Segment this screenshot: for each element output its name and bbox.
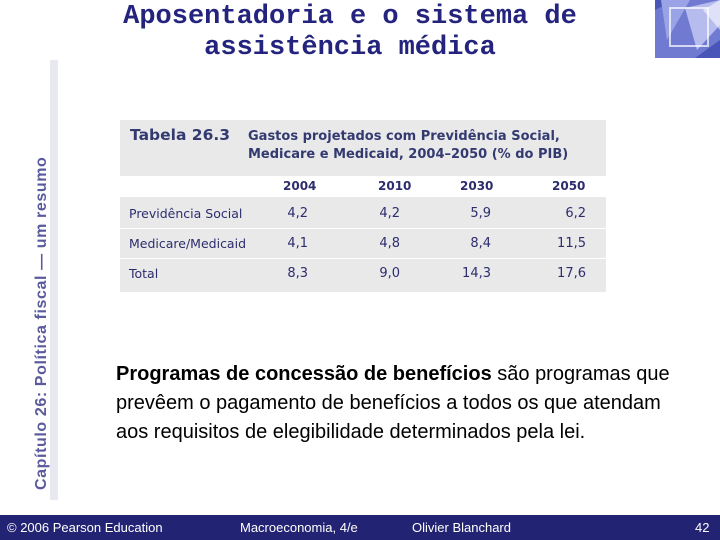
- table-cell: 11,5: [557, 236, 586, 251]
- table-caption: Gastos projetados com Previdência Social…: [248, 128, 588, 164]
- table-cell: 5,9: [470, 206, 491, 221]
- table-cell: 4,1: [287, 236, 308, 251]
- row-label: Previdência Social: [129, 206, 243, 221]
- column-header: 2030: [460, 179, 494, 193]
- data-table: Tabela 26.3 Gastos projetados com Previd…: [120, 120, 606, 292]
- table-cell: 4,8: [379, 236, 400, 251]
- column-header: 2050: [552, 179, 586, 193]
- footer-page-number: 42: [695, 520, 710, 535]
- row-divider: [120, 228, 606, 229]
- table-row: Total 8,3 9,0 14,3 17,6: [120, 259, 606, 289]
- slide-title-line-1: Aposentadoria e o sistema de: [123, 2, 577, 32]
- table-cell: 4,2: [379, 206, 400, 221]
- footer-author: Olivier Blanchard: [412, 520, 511, 535]
- table-cell: 4,2: [287, 206, 308, 221]
- table-cell: 14,3: [462, 266, 491, 281]
- table-label: Tabela 26.3: [130, 126, 231, 144]
- table-caption-line-1: Gastos projetados com Previdência Social…: [248, 129, 560, 144]
- decorative-logo-icon: [655, 0, 720, 58]
- column-header: 2010: [378, 179, 412, 193]
- table-cell: 8,3: [287, 266, 308, 281]
- table-caption-line-2: Medicare e Medicaid, 2004–2050 (% do PIB…: [248, 147, 569, 162]
- definition-body: são programas que prevêem o pagamento de…: [116, 363, 670, 443]
- chapter-side-title-text: Capítulo 26: Política fiscal — um resumo: [33, 156, 50, 490]
- slide-title: Aposentadoria e o sistema de assistência…: [100, 2, 600, 64]
- footer-bar: © 2006 Pearson Education Macroeconomia, …: [0, 515, 720, 540]
- footer-book: Macroeconomia, 4/e: [240, 520, 358, 535]
- table-cell: 17,6: [557, 266, 586, 281]
- footer-copyright: © 2006 Pearson Education: [7, 520, 163, 535]
- side-divider: [50, 60, 58, 500]
- definition-paragraph: Programas de concessão de benefícios são…: [116, 360, 676, 447]
- slide-title-line-2: assistência médica: [204, 33, 496, 63]
- row-divider: [120, 258, 606, 259]
- table-cell: 9,0: [379, 266, 400, 281]
- row-label: Medicare/Medicaid: [129, 236, 247, 251]
- column-header: 2004: [283, 179, 317, 193]
- table-header-row: 2004 2010 2030 2050: [120, 176, 606, 197]
- row-label: Total: [129, 266, 159, 281]
- definition-term: Programas de concessão de benefícios: [116, 363, 492, 385]
- table-cell: 6,2: [565, 206, 586, 221]
- table-cell: 8,4: [470, 236, 491, 251]
- chapter-side-title: Capítulo 26: Política fiscal — um resumo: [0, 0, 50, 500]
- table-row: Medicare/Medicaid 4,1 4,8 8,4 11,5: [120, 229, 606, 259]
- table-row: Previdência Social 4,2 4,2 5,9 6,2: [120, 199, 606, 229]
